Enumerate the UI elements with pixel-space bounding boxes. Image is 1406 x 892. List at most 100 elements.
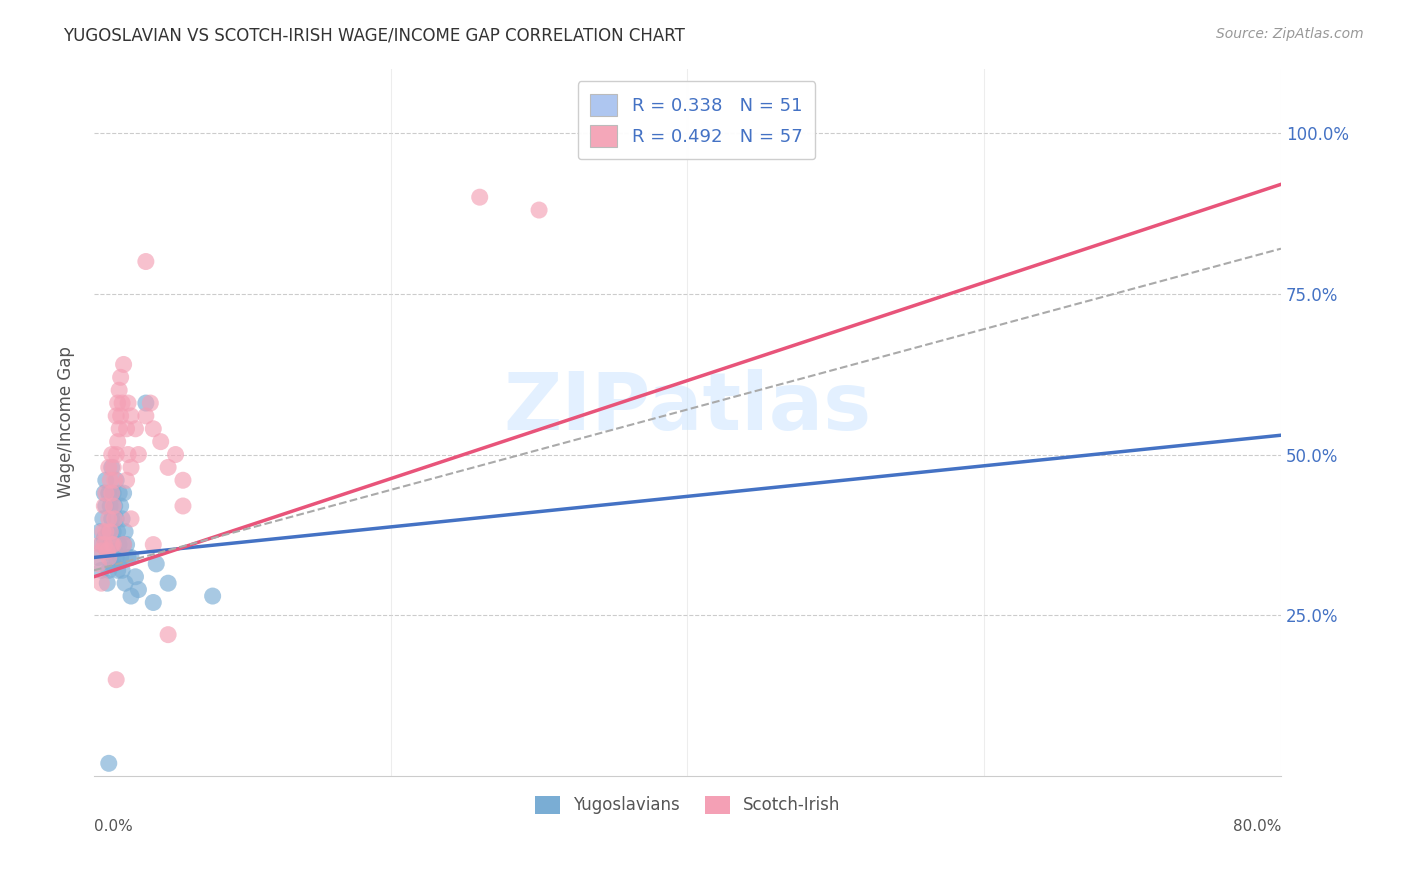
Point [107, 434, 129, 449]
Point [111, 396, 134, 410]
Point [110, 499, 132, 513]
Point [97, 460, 120, 475]
Point [89, 538, 111, 552]
Point [105, 409, 128, 423]
Point [100, 538, 122, 552]
Point [108, 383, 131, 397]
Point [108, 538, 131, 552]
Point [89, 524, 111, 539]
Point [135, 254, 157, 268]
Point [93, 499, 115, 513]
Point [117, 396, 139, 410]
Point [90, 563, 112, 577]
Point [107, 524, 129, 539]
Y-axis label: Wage/Income Gap: Wage/Income Gap [58, 346, 75, 499]
Point [105, 512, 128, 526]
Point [115, 538, 138, 552]
Point [110, 409, 132, 423]
Point [124, 570, 146, 584]
Point [96, 576, 118, 591]
Point [94, 499, 117, 513]
Point [142, 538, 165, 552]
Point [97, 486, 120, 500]
Point [98, 499, 121, 513]
Point [97, 756, 120, 771]
Point [94, 486, 117, 500]
Point [87, 557, 110, 571]
Point [468, 190, 491, 204]
Point [91, 524, 114, 539]
Point [172, 499, 194, 513]
Point [97, 550, 120, 565]
Point [117, 448, 139, 462]
Point [124, 422, 146, 436]
Point [142, 422, 165, 436]
Point [87, 550, 110, 565]
Point [117, 550, 139, 565]
Point [91, 512, 114, 526]
Point [135, 409, 157, 423]
Point [139, 396, 162, 410]
Point [115, 473, 138, 487]
Point [98, 538, 121, 552]
Point [97, 512, 120, 526]
Point [157, 460, 180, 475]
Point [112, 486, 135, 500]
Point [93, 531, 115, 545]
Point [103, 524, 125, 539]
Point [96, 544, 118, 558]
Text: 0.0%: 0.0% [94, 819, 132, 834]
Point [120, 589, 142, 603]
Point [105, 550, 128, 565]
Point [104, 473, 127, 487]
Point [172, 473, 194, 487]
Point [100, 486, 122, 500]
Point [201, 589, 224, 603]
Point [104, 544, 127, 558]
Point [100, 448, 122, 462]
Point [103, 486, 125, 500]
Point [94, 524, 117, 539]
Point [105, 448, 128, 462]
Point [110, 370, 132, 384]
Legend: Yugoslavians, Scotch-Irish: Yugoslavians, Scotch-Irish [527, 789, 846, 821]
Point [115, 422, 138, 436]
Text: YUGOSLAVIAN VS SCOTCH-IRISH WAGE/INCOME GAP CORRELATION CHART: YUGOSLAVIAN VS SCOTCH-IRISH WAGE/INCOME … [63, 27, 685, 45]
Point [100, 460, 122, 475]
Point [114, 524, 136, 539]
Point [112, 538, 135, 552]
Point [93, 538, 115, 552]
Text: 80.0%: 80.0% [1233, 819, 1281, 834]
Point [107, 563, 129, 577]
Point [100, 512, 122, 526]
Point [104, 499, 127, 513]
Point [108, 486, 131, 500]
Point [108, 422, 131, 436]
Point [104, 512, 127, 526]
Point [90, 544, 112, 558]
Point [98, 524, 121, 539]
Point [112, 538, 135, 552]
Point [120, 460, 142, 475]
Point [103, 557, 125, 571]
Point [103, 538, 125, 552]
Point [142, 595, 165, 609]
Point [114, 576, 136, 591]
Point [157, 576, 180, 591]
Point [103, 499, 125, 513]
Point [103, 460, 125, 475]
Point [93, 486, 115, 500]
Point [120, 512, 142, 526]
Point [165, 448, 187, 462]
Text: Source: ZipAtlas.com: Source: ZipAtlas.com [1216, 27, 1364, 41]
Point [135, 396, 157, 410]
Point [97, 563, 120, 577]
Point [90, 538, 112, 552]
Point [120, 409, 142, 423]
Point [127, 582, 149, 597]
Point [105, 473, 128, 487]
Point [100, 557, 122, 571]
Point [105, 673, 128, 687]
Point [127, 448, 149, 462]
Point [112, 358, 135, 372]
